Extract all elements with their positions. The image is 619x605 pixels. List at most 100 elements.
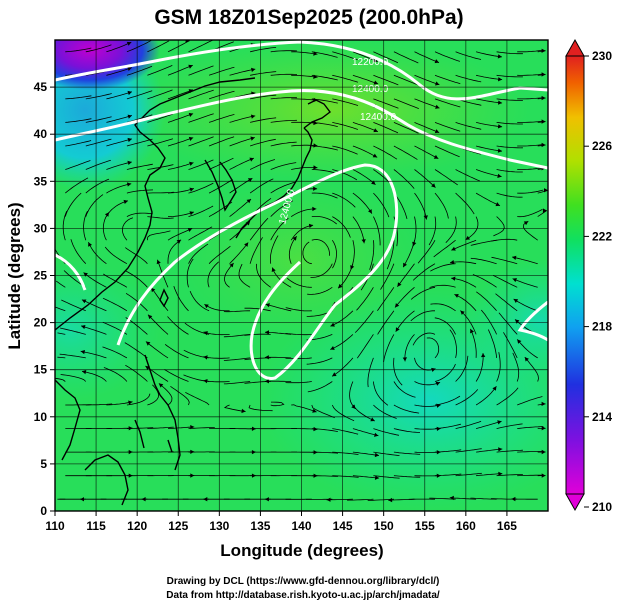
streamline — [475, 353, 484, 382]
streamline — [311, 428, 338, 432]
streamline — [270, 141, 297, 147]
streamline — [393, 74, 419, 86]
streamline — [307, 286, 333, 295]
streamline-arrowhead — [541, 449, 546, 455]
streamline — [203, 356, 230, 359]
streamline-arrowhead — [470, 328, 474, 334]
streamline — [311, 122, 338, 127]
streamline — [188, 427, 215, 429]
streamline — [476, 74, 503, 80]
streamline — [285, 357, 312, 360]
streamline — [264, 356, 292, 359]
streamline — [428, 216, 437, 246]
streamline — [492, 274, 518, 288]
streamline — [62, 210, 68, 241]
streamline — [455, 169, 481, 182]
streamline-arrowhead — [541, 142, 546, 148]
streamline-arrowhead — [435, 381, 441, 386]
streamline-arrowhead — [512, 255, 517, 260]
streamline — [188, 65, 214, 76]
streamline — [496, 474, 523, 477]
streamline — [332, 428, 359, 435]
streamline — [414, 192, 427, 220]
streamline-arrowhead — [264, 497, 269, 502]
streamline-arrowhead — [497, 148, 502, 153]
streamline — [164, 369, 189, 382]
streamline — [496, 122, 523, 125]
coastline-taiwan — [159, 288, 169, 308]
streamline — [270, 50, 297, 53]
streamline — [517, 426, 544, 429]
contour-12400-north — [55, 89, 548, 170]
streamline — [229, 68, 256, 76]
streamline — [188, 182, 214, 194]
streamline — [311, 169, 338, 175]
streamline — [203, 331, 230, 336]
x-axis-label: Longitude (degrees) — [220, 541, 383, 560]
x-tick-label: 120 — [127, 519, 147, 533]
streamline — [223, 404, 246, 412]
y-tick-label: 0 — [40, 504, 47, 518]
streamline — [434, 145, 460, 158]
streamline-arrowhead — [189, 161, 194, 166]
streamline — [168, 211, 195, 217]
x-axis-ticks: 110 115 120 125 130 135 140 145 150 155 160 165 — [45, 511, 517, 533]
streamline — [285, 307, 312, 312]
streamline-arrowhead — [326, 497, 331, 502]
streamline-arrowhead — [498, 77, 503, 82]
streamline — [167, 162, 194, 170]
streamline — [270, 200, 294, 217]
streamline-arrowhead — [189, 211, 194, 216]
streamline-arrowhead — [436, 426, 441, 431]
streamline — [455, 74, 482, 83]
streamline — [380, 263, 395, 290]
streamline-arrowhead — [517, 339, 522, 344]
streamline — [249, 178, 274, 194]
streamline — [126, 40, 152, 53]
streamline — [445, 216, 457, 243]
streamline — [85, 403, 113, 406]
streamline — [476, 448, 503, 453]
streamline-arrowhead — [541, 72, 546, 77]
height-contours — [55, 40, 548, 380]
footer-credit-dcl: Drawing by DCL (https://www.gfd-dennou.o… — [167, 576, 440, 587]
streamline-arrowhead — [88, 242, 92, 247]
streamline-arrowhead — [81, 299, 87, 304]
streamline — [167, 64, 193, 76]
streamline — [249, 138, 276, 147]
streamline — [517, 97, 544, 100]
streamline-arrowhead — [374, 475, 380, 480]
field-cyan-patch-south — [260, 290, 548, 510]
streamline — [373, 451, 400, 456]
streamline-arrowhead — [246, 199, 251, 204]
streamline-arrowhead — [460, 310, 465, 315]
x-tick-label: 125 — [168, 519, 188, 533]
streamline — [85, 93, 112, 100]
streamline — [265, 331, 292, 335]
streamline — [167, 113, 194, 123]
streamline — [352, 475, 380, 479]
streamline — [449, 497, 477, 500]
streamline — [311, 239, 330, 256]
streamline-arrowhead — [524, 357, 529, 362]
contour-12400-east — [517, 300, 548, 342]
streamline — [81, 370, 107, 382]
streamline — [291, 144, 318, 147]
streamline — [306, 357, 333, 365]
streamline — [310, 263, 333, 278]
y-tick-label: 15 — [34, 363, 48, 377]
streamline — [126, 189, 154, 194]
streamline — [412, 332, 436, 346]
streamline — [249, 217, 269, 241]
streamline — [455, 472, 482, 477]
coastline-japan — [235, 127, 313, 239]
streamline — [434, 98, 461, 108]
streamline — [311, 51, 338, 58]
streamline — [208, 66, 235, 76]
streamline — [186, 258, 194, 288]
streamline — [373, 192, 390, 218]
lat-lon-grid — [55, 40, 548, 511]
streamline — [434, 423, 462, 429]
streamline — [434, 74, 461, 85]
colorbar-tick-label: 230 — [592, 49, 612, 63]
